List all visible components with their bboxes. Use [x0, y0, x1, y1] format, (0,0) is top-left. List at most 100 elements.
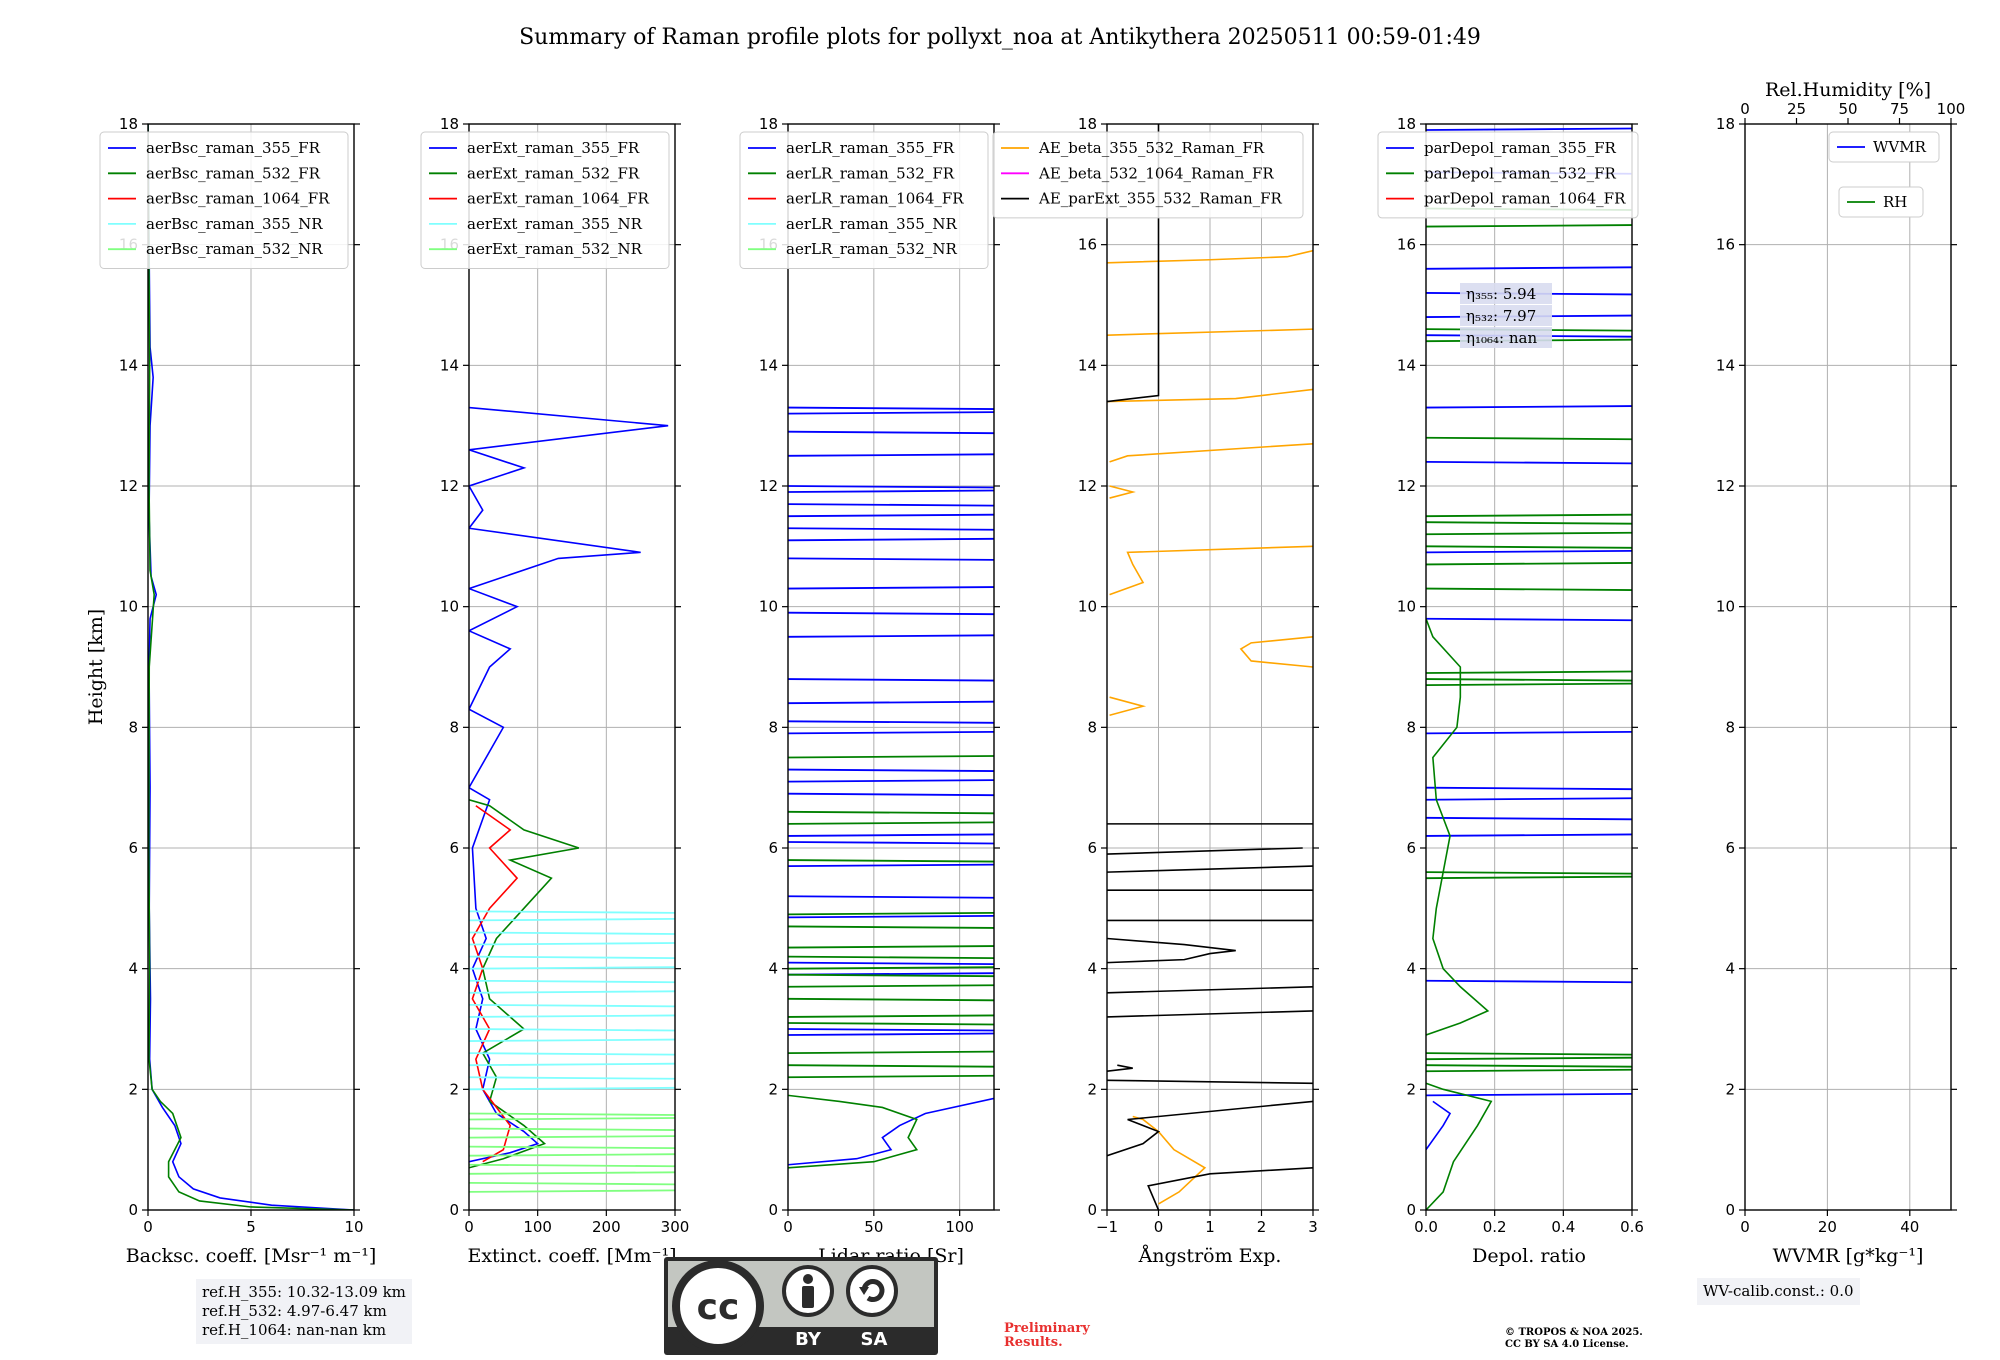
- series-segment-aerLR_raman_355_FR_hbars: [788, 537, 994, 542]
- series-segment-aerLR_raman_355_FR_hbars: [788, 503, 994, 507]
- series-segment-parDepol_raman_532_FR_hbars: [1426, 436, 1632, 441]
- series-segment-parDepol_raman_532_FR_hbars: [1426, 224, 1632, 228]
- series-segment-aerLR_raman_532_FR_hbars: [788, 955, 994, 959]
- series-segment-parDepol_raman_532_FR_hbars: [1426, 871, 1632, 875]
- series-segment-aerLR_raman_355_FR_hbars: [788, 485, 994, 489]
- series-segment-aerLR_raman_355_FR_hbars: [788, 779, 994, 783]
- series-segment-parDepol_raman_532_FR_hbars: [1426, 513, 1632, 518]
- top-axis-label: Rel.Humidity [%]: [1765, 79, 1931, 101]
- legend-entry: aerLR_raman_1064_FR: [786, 190, 964, 208]
- series-segment-parDepol_raman_532_FR_hbars: [1426, 875, 1632, 880]
- y-tick-label: 12: [1716, 477, 1735, 495]
- series-line-aerExt_raman_532_FR: [469, 798, 580, 1169]
- legend-box: [420, 131, 670, 269]
- sa-label: SA: [861, 1329, 888, 1350]
- y-tick-label: 14: [1397, 356, 1416, 374]
- legend-entry: aerExt_raman_1064_FR: [467, 190, 649, 208]
- series-line-AE_parExt_355_532_Raman_FR_extra: [1107, 985, 1313, 994]
- series-segment-aerLR_raman_532_FR_hbars: [788, 821, 994, 825]
- y-tick-label: 8: [768, 718, 778, 736]
- y-tick-label: 8: [1087, 718, 1097, 736]
- series-segment-aerLR_raman_355_FR_hbars: [788, 841, 994, 845]
- x-tick-label: 0.2: [1483, 1218, 1507, 1236]
- legend-entry: parDepol_raman_1064_FR: [1424, 190, 1626, 208]
- wv-calib-text: WV-calib.const.: 0.0: [1703, 1282, 1854, 1300]
- x-tick-label: 3: [1308, 1218, 1318, 1236]
- y-tick-label: 10: [119, 598, 138, 616]
- series-segment-aerExt_raman_532_NR: [469, 1135, 675, 1139]
- y-tick-label: 18: [1716, 115, 1735, 133]
- series-segment-parDepol_raman_355_FR_hbars: [1426, 266, 1632, 270]
- share-alike-icon: [846, 1265, 898, 1317]
- series-segment-aerExt_raman_355_NR: [469, 931, 675, 935]
- series-line-AE_beta_355_532_Raman_FR_extra: [1107, 328, 1313, 336]
- legend-entry: aerBsc_raman_1064_FR: [146, 190, 330, 208]
- eta-badge: [1460, 283, 1552, 304]
- legend: AE_beta_355_532_Raman_FR AE_beta_532_1064…: [992, 131, 1304, 219]
- y-tick-label: 12: [759, 477, 778, 495]
- y-tick-label: 4: [449, 960, 459, 978]
- axes-frame: [1106, 123, 1314, 1211]
- top-x-tick-label: 0: [1740, 100, 1750, 118]
- cc-logo-text: cc: [697, 1287, 740, 1328]
- y-tick-label: 16: [1397, 236, 1416, 254]
- y-tick-label: 6: [128, 839, 138, 857]
- series-line-aerLR_raman_355_FR: [788, 1097, 994, 1166]
- top-x-tick-label: 50: [1838, 100, 1857, 118]
- legend-box: [99, 131, 349, 269]
- series-group: [469, 406, 675, 1193]
- series-line-AE_parExt_355_532_Raman_FR_extra: [1107, 865, 1313, 873]
- series-line-AE_beta_355_532_Raman_FR_extra: [1239, 636, 1313, 668]
- legend-entry: aerLR_raman_355_FR: [786, 139, 955, 157]
- series-segment-parDepol_raman_355_FR_hbars: [1426, 730, 1632, 735]
- ref-heights-box: ref.H_355: 10.32-13.09 km ref.H_532: 4.9…: [196, 1279, 412, 1344]
- series-segment-parDepol_raman_532_FR_hbars: [1426, 545, 1632, 549]
- x-tick-label: 0: [1740, 1218, 1750, 1236]
- legend-entry: aerBsc_raman_355_NR: [146, 215, 323, 233]
- series-segment-aerLR_raman_355_FR_hbars: [788, 863, 994, 867]
- panel-bsc: 0246810121416180510Backsc. coeff. [Msr⁻¹…: [85, 115, 376, 1267]
- legend: aerBsc_raman_355_FR aerBsc_raman_532_FRae…: [99, 131, 349, 269]
- series-segment-aerExt_raman_355_NR: [469, 910, 675, 914]
- series-segment-aerLR_raman_355_FR_hbars: [788, 527, 994, 531]
- y-tick-label: 8: [1725, 718, 1735, 736]
- series-segment-aerLR_raman_355_FR_hbars: [788, 453, 994, 457]
- axes-frame: [468, 123, 676, 1211]
- top-x-tick-label: 25: [1787, 100, 1806, 118]
- copyright-line-1: © TROPOS & NOA 2025.: [1505, 1327, 1643, 1338]
- series-segment-parDepol_raman_532_FR_hbars: [1426, 670, 1632, 674]
- series-segment-parDepol_raman_355_FR_hbars: [1426, 816, 1632, 821]
- x-tick-label: 2: [1257, 1218, 1267, 1236]
- series-segment-aerExt_raman_355_NR: [469, 1014, 675, 1018]
- ref-height-355: ref.H_355: 10.32-13.09 km: [202, 1283, 406, 1301]
- series-line-aerExt_raman_1064_FR: [471, 805, 519, 1163]
- y-tick-label: 2: [1725, 1080, 1735, 1098]
- series-line-aerBsc_raman_532_FR: [148, 124, 354, 1210]
- preliminary-line-1: Preliminary: [1004, 1321, 1090, 1336]
- y-tick-label: 14: [440, 356, 459, 374]
- top-x-tick-label: 100: [1937, 100, 1966, 118]
- cc-license-badge: cc BY SA: [664, 1257, 938, 1355]
- ref-height-1064: ref.H_1064: nan-nan km: [202, 1321, 387, 1339]
- series-line-AE_beta_355_532_Raman_FR_extra: [1109, 442, 1313, 463]
- series-segment-aerLR_raman_532_FR_hbars: [788, 911, 994, 916]
- series-segment-aerLR_raman_355_FR_hbars: [788, 634, 994, 638]
- legend-entry: aerBsc_raman_355_FR: [146, 139, 321, 157]
- y-tick-label: 12: [119, 477, 138, 495]
- series-segment-parDepol_raman_532_FR_hbars: [1426, 678, 1632, 682]
- series-line-AE_parExt_355_532_Raman_FR: [1147, 1166, 1313, 1210]
- eta-value: η₅₃₂: 7.97: [1466, 307, 1536, 325]
- series-line-parDepol_raman_355_FR: [1426, 1100, 1452, 1151]
- series-segment-aerExt_raman_532_NR: [469, 1171, 675, 1175]
- y-tick-label: 2: [449, 1080, 459, 1098]
- top-x-tick-label: 75: [1890, 100, 1909, 118]
- series-line-AE_parExt_355_532_Raman_FR_extra: [1107, 937, 1236, 964]
- y-tick-label: 8: [128, 718, 138, 736]
- legend-entry: aerExt_raman_355_NR: [467, 215, 643, 233]
- y-tick-label: 14: [119, 356, 138, 374]
- axes-frame: [147, 123, 355, 1211]
- y-tick-label: 8: [449, 718, 459, 736]
- y-tick-label: 10: [1716, 598, 1735, 616]
- x-axis-label: Depol. ratio: [1472, 1245, 1586, 1267]
- series-segment-aerLR_raman_355_FR_hbars: [788, 406, 994, 410]
